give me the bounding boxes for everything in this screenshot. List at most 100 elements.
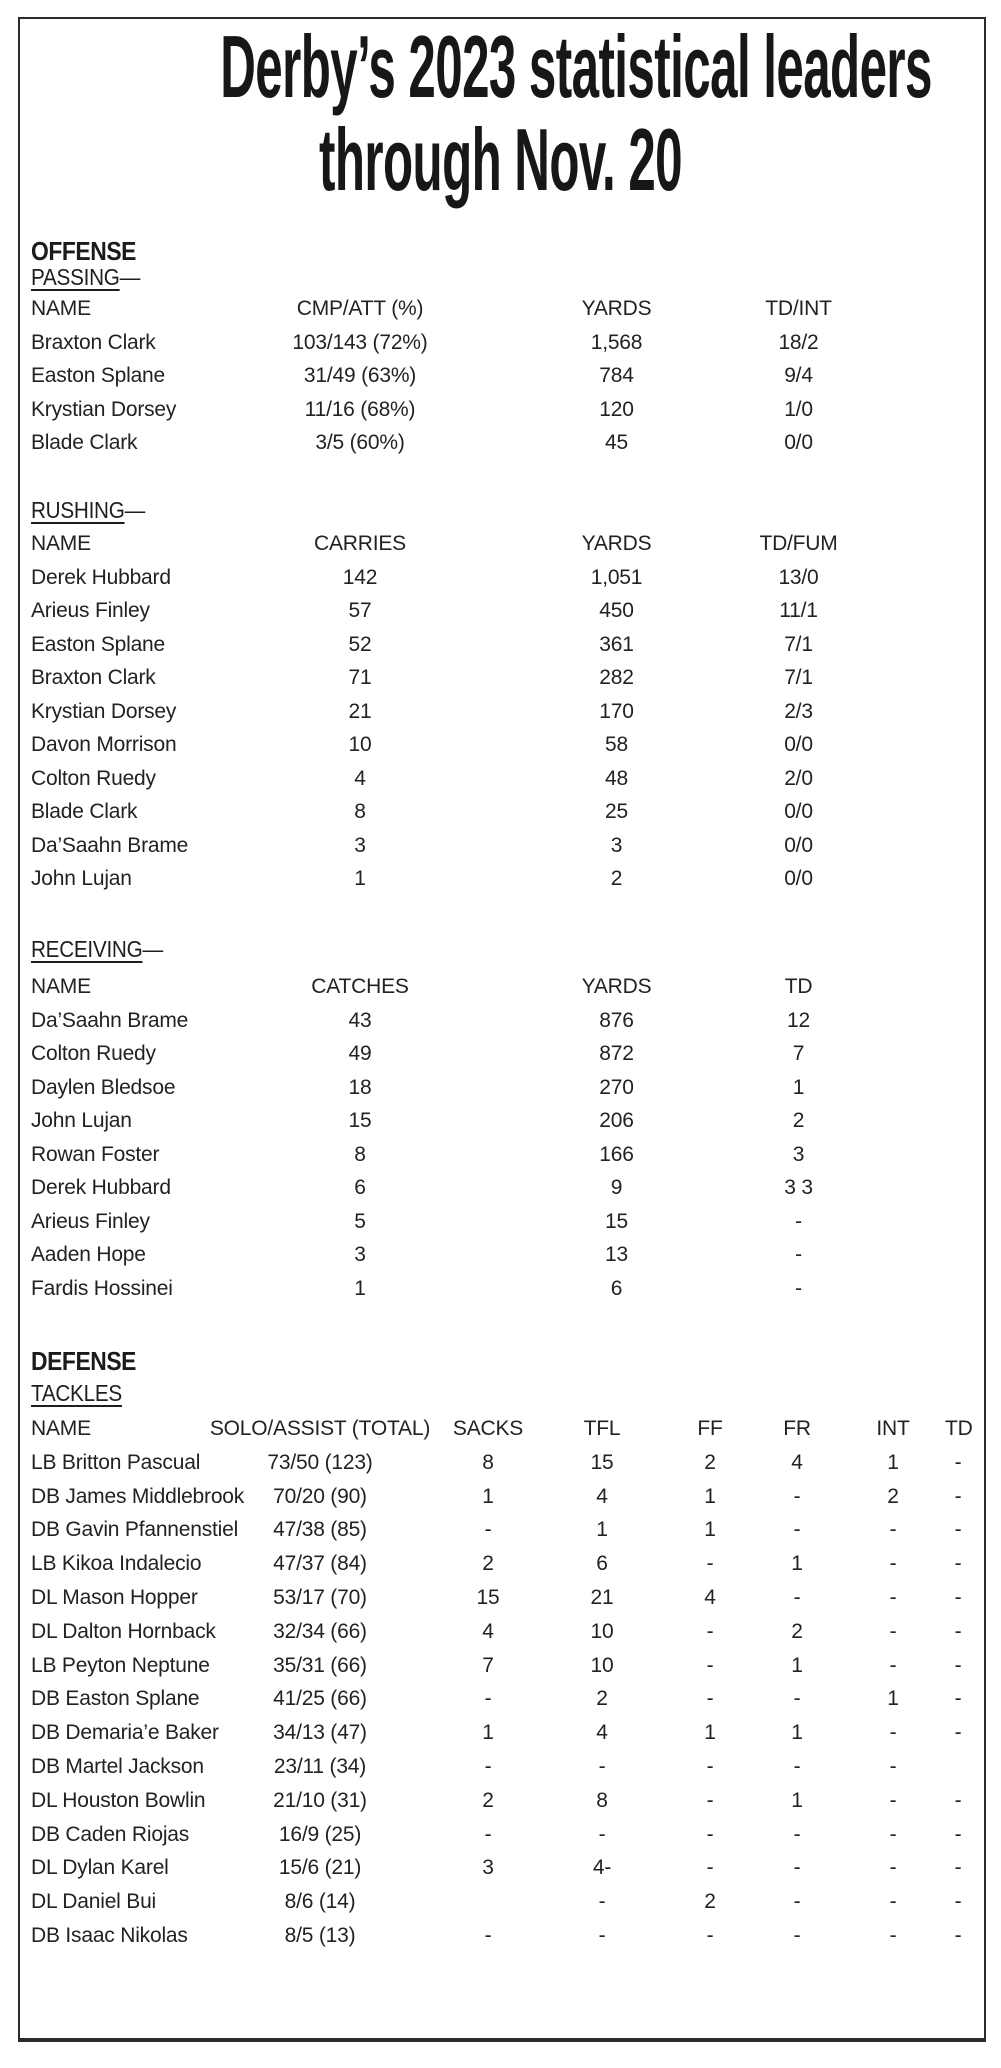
- player-name: DB Easton Splane: [31, 1687, 200, 1711]
- stat-value: 1,568: [590, 330, 643, 354]
- stat-value: 450: [599, 599, 634, 623]
- column-header: TD/FUM: [759, 532, 838, 555]
- stat-value: 4: [354, 766, 366, 790]
- stat-value: 0/0: [784, 833, 813, 857]
- player-name: Easton Splane: [31, 364, 166, 388]
- column-header: SOLO/ASSIST (TOTAL): [209, 1417, 431, 1440]
- table-row: Easton Splane 31/49 (63%) 784 9/4: [31, 360, 853, 394]
- stat-value: 2: [887, 1484, 899, 1508]
- player-name: Da’Saahn Brame: [31, 1008, 189, 1032]
- stat-value: 282: [599, 666, 634, 690]
- stat-value: 784: [599, 364, 634, 388]
- stat-value: 2: [596, 1687, 608, 1711]
- stat-value: 8/5 (13): [284, 1924, 356, 1948]
- player-name: Braxton Clark: [31, 330, 156, 354]
- stat-value: 15: [590, 1450, 614, 1474]
- stat-value: 47/38 (85): [273, 1518, 367, 1542]
- table-row: LB Kikoa Indalecio 47/37 (84) 2 6 - 1 - -: [31, 1547, 971, 1581]
- stat-value: 7: [482, 1653, 494, 1677]
- player-name: DL Dalton Hornback: [31, 1619, 216, 1643]
- player-name: DB Demaria’e Baker: [31, 1721, 219, 1745]
- stat-value: -: [954, 1450, 962, 1474]
- stat-value: 18/2: [778, 330, 819, 354]
- table-header-row: NAME CARRIES YARDS TD/FUM: [31, 527, 853, 561]
- column-header: TD: [784, 975, 813, 998]
- table-row: Braxton Clark 103/143 (72%) 1,568 18/2: [31, 326, 853, 360]
- table-row: DB Caden Riojas 16/9 (25) - - - - - -: [31, 1818, 971, 1852]
- rushing-label-dash: —: [124, 497, 146, 523]
- stat-value: 4: [791, 1450, 803, 1474]
- column-header: NAME: [31, 1417, 91, 1440]
- column-header: CARRIES: [314, 532, 406, 555]
- stat-value: 8: [354, 1142, 366, 1166]
- stat-value: -: [706, 1552, 714, 1576]
- stat-value: 1: [704, 1721, 716, 1745]
- player-name: DB Isaac Nikolas: [31, 1924, 188, 1948]
- stat-value: 45: [605, 431, 628, 455]
- stat-value: -: [954, 1788, 962, 1812]
- table-row: Derek Hubbard 6 9 3 3: [31, 1172, 853, 1206]
- stat-value: -: [706, 1619, 714, 1643]
- stat-value: 21: [348, 699, 372, 723]
- tackles-label: TACKLES: [31, 1380, 122, 1407]
- stat-value: -: [793, 1518, 801, 1542]
- stat-value: 0/0: [784, 431, 813, 455]
- stat-value: 2/3: [784, 699, 813, 723]
- stat-value: -: [793, 1755, 801, 1779]
- stat-value: 73/50 (123): [267, 1450, 373, 1474]
- stat-value: -: [706, 1687, 714, 1711]
- column-header: NAME: [31, 532, 91, 555]
- defense-heading: DEFENSE: [31, 1346, 136, 1376]
- player-name: DL Dylan Karel: [31, 1856, 169, 1880]
- stat-value: 35/31 (66): [273, 1653, 367, 1677]
- table-row: DB Gavin Pfannenstiel 47/38 (85) - 1 1 - - -: [31, 1514, 971, 1548]
- table-row: DB Demaria’e Baker 34/13 (47) 1 4 1 1 - -: [31, 1716, 971, 1750]
- stat-value: 103/143 (72%): [292, 330, 428, 354]
- stat-value: -: [954, 1856, 962, 1880]
- page-title-line-2: through Nov. 20: [318, 110, 683, 209]
- stat-value: 13/0: [778, 565, 819, 589]
- player-name: Krystian Dorsey: [31, 699, 177, 723]
- stat-value: -: [793, 1822, 801, 1846]
- rushing-label-text: RUSHING: [31, 497, 125, 523]
- stat-value: 2: [482, 1552, 494, 1576]
- stat-value: -: [889, 1653, 897, 1677]
- stat-value: 1: [704, 1518, 716, 1542]
- stat-value: 3 3: [784, 1176, 813, 1200]
- stat-value: -: [889, 1856, 897, 1880]
- player-name: Arieus Finley: [31, 1209, 150, 1233]
- stat-value: -: [954, 1518, 962, 1542]
- table-row: DB Isaac Nikolas 8/5 (13) - - - - - -: [31, 1919, 971, 1953]
- receiving-label-dash: —: [142, 936, 163, 962]
- stat-value: 4: [482, 1619, 494, 1643]
- stat-value: -: [889, 1924, 897, 1948]
- player-name: DB Gavin Pfannenstiel: [31, 1518, 239, 1542]
- stat-value: 1: [791, 1552, 803, 1576]
- table-row: John Lujan 1 2 0/0: [31, 863, 853, 897]
- stat-value: 1: [887, 1450, 899, 1474]
- stat-value: 1: [887, 1687, 899, 1711]
- stat-value: -: [954, 1619, 962, 1643]
- stat-value: 9: [610, 1176, 623, 1200]
- player-name: LB Kikoa Indalecio: [31, 1552, 202, 1576]
- stat-value: 13: [605, 1243, 628, 1267]
- stat-value: -: [484, 1687, 492, 1711]
- stat-value: 2: [792, 1109, 805, 1133]
- column-header: INT: [876, 1417, 910, 1440]
- stat-value: 15: [348, 1109, 372, 1133]
- stat-value: 43: [348, 1008, 372, 1032]
- table-row: John Lujan 15 206 2: [31, 1105, 853, 1139]
- stat-value: 10: [590, 1619, 614, 1643]
- player-name: Easton Splane: [31, 632, 166, 656]
- table-row: Krystian Dorsey 21 170 2/3: [31, 695, 853, 729]
- stat-value: 2: [791, 1619, 803, 1643]
- column-header: TFL: [583, 1417, 621, 1440]
- stat-value: 11/1: [779, 599, 818, 623]
- table-row: DB James Middlebrook 70/20 (90) 1 4 1 - 2 -: [31, 1480, 971, 1514]
- receiving-label: RECEIVING—: [31, 936, 163, 963]
- stat-value: -: [793, 1924, 801, 1948]
- stat-value: 5: [354, 1209, 366, 1233]
- stat-value: 15: [605, 1209, 628, 1233]
- column-header: CATCHES: [311, 975, 409, 998]
- column-header: FR: [783, 1417, 811, 1440]
